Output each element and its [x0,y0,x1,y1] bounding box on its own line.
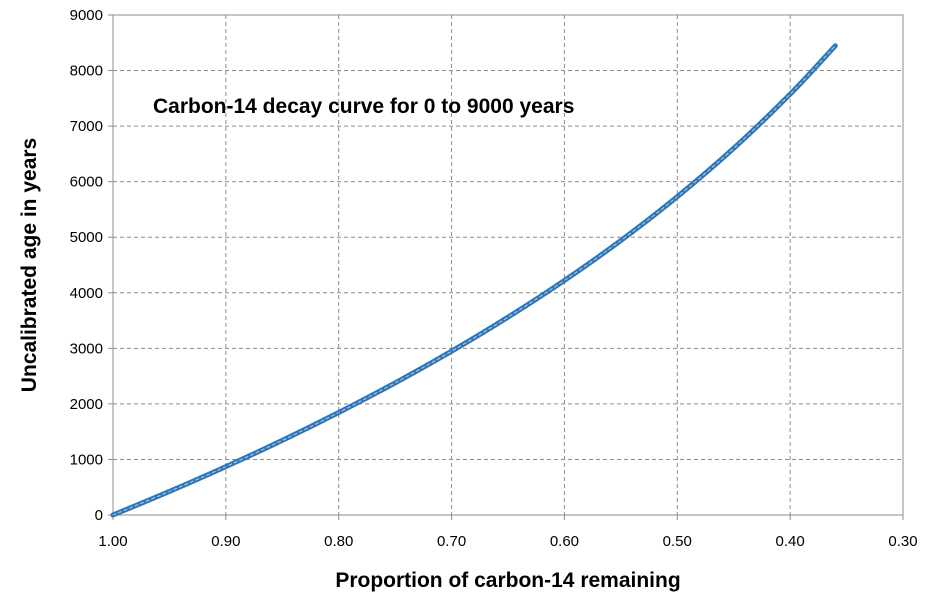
decay-curve-point [733,147,735,149]
y-tick-label: 5000 [70,229,103,246]
y-tick-label: 1000 [70,451,103,468]
y-tick-label: 2000 [70,396,103,413]
decay-curve-point [112,514,114,516]
x-tick-label: 1.00 [98,533,127,550]
x-tick-label: 0.40 [776,533,805,550]
x-tick-label: 0.50 [663,533,692,550]
y-tick-label: 7000 [70,118,103,135]
y-tick-label: 4000 [70,285,103,302]
y-axis-title: Uncalibrated age in years [18,138,41,392]
decay-curve-point [789,93,791,95]
decay-curve-point [338,412,340,413]
decay-curve-point [451,350,453,352]
decay-curve-point [394,382,396,384]
decay-curve-point [281,439,283,441]
y-tick-label: 3000 [70,340,103,357]
y-axis-ticks: 0 1000 2000 3000 4000 5000 6000 7000 8000 9000 [70,7,113,524]
decay-curve-point [676,196,678,198]
decay-curve-point [834,45,836,47]
gridlines [113,15,903,515]
x-axis-title: Proportion of carbon-14 remaining [335,569,680,592]
y-tick-label: 9000 [70,7,103,24]
x-tick-label: 0.30 [888,533,917,550]
x-axis-ticks: 1.00 0.90 0.80 0.70 0.60 0.50 0.40 0.30 [98,515,918,550]
decay-curve-point [563,279,565,281]
y-tick-label: 6000 [70,174,103,191]
decay-curve-highlight [112,45,836,516]
x-tick-label: 0.80 [324,533,353,550]
x-tick-label: 0.90 [211,533,240,550]
y-tick-label: 8000 [70,63,103,80]
x-tick-label: 0.70 [437,533,466,550]
y-tick-label: 0 [95,507,103,524]
decay-curve-point [620,240,622,241]
x-tick-label: 0.60 [550,533,579,550]
decay-curve-point [507,316,509,318]
decay-curve-point [168,490,170,492]
plot-frame [112,14,904,516]
series-layer [110,43,838,518]
chart-title: Carbon-14 decay curve for 0 to 9000 year… [153,95,574,118]
decay-curve-point [225,466,227,468]
